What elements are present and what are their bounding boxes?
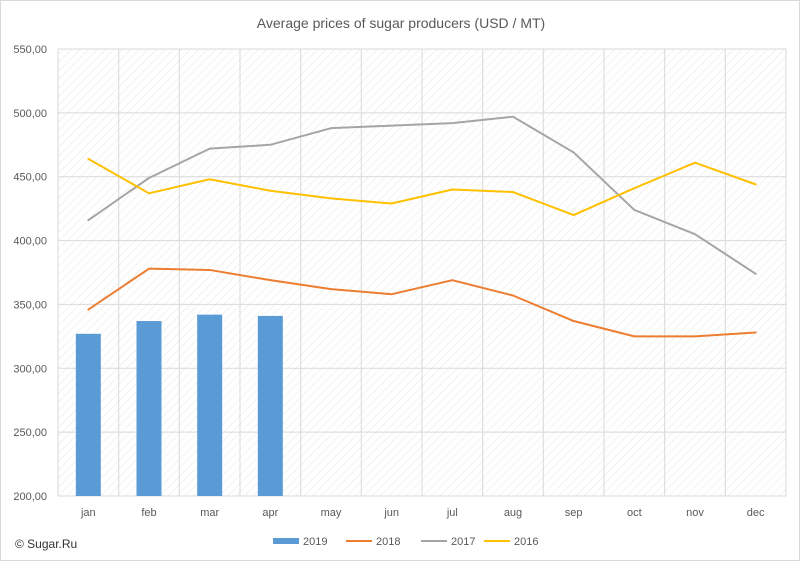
x-tick-label: jul: [446, 507, 458, 519]
x-tick-label: oct: [627, 507, 642, 519]
bar-2019-jan: [75, 333, 101, 496]
x-axis-ticks: jan feb mar apr may jun jul aug sep oct nov dec: [80, 507, 765, 519]
bar-series: [75, 314, 283, 496]
x-tick-label: nov: [686, 507, 704, 519]
y-tick-label: 200,00: [13, 491, 47, 503]
line-series-2018: [87, 267, 757, 338]
y-tick-label: 550,00: [13, 44, 47, 56]
legend-swatch-2019: [273, 538, 299, 544]
legend-label-2018: 2018: [376, 536, 400, 548]
legend-label-2019: 2019: [303, 536, 327, 548]
x-tick-label: dec: [747, 507, 765, 519]
line-series-2017: [87, 115, 757, 275]
x-tick-label: jun: [383, 507, 399, 519]
y-tick-label: 400,00: [13, 236, 47, 248]
x-tick-label: mar: [200, 507, 219, 519]
x-tick-label: aug: [504, 507, 522, 519]
bar-2019-apr: [257, 315, 283, 496]
x-tick-label: may: [321, 507, 342, 519]
gridlines: [57, 48, 787, 497]
x-tick-label: feb: [141, 507, 156, 519]
y-tick-label: 250,00: [13, 427, 47, 439]
credit-text: © Sugar.Ru: [15, 537, 77, 551]
line-series-2016: [87, 157, 757, 217]
y-tick-label: 450,00: [13, 172, 47, 184]
chart-title: Average prices of sugar producers (USD /…: [257, 15, 545, 31]
legend-label-2017: 2017: [451, 536, 475, 548]
y-axis-ticks: 200,00 250,00 300,00 350,00 400,00 450,00 500,…: [13, 44, 47, 503]
y-tick-label: 350,00: [13, 299, 47, 311]
y-tick-label: 500,00: [13, 108, 47, 120]
legend-label-2016: 2016: [514, 536, 538, 548]
bar-2019-feb: [136, 321, 162, 496]
bar-2019-mar: [197, 314, 223, 496]
line-series: [87, 115, 757, 338]
x-tick-label: sep: [565, 507, 583, 519]
x-tick-label: jan: [80, 507, 96, 519]
x-tick-label: apr: [262, 507, 278, 519]
y-tick-label: 300,00: [13, 363, 47, 375]
legend: 2019 2018 2017 2016: [273, 536, 538, 548]
